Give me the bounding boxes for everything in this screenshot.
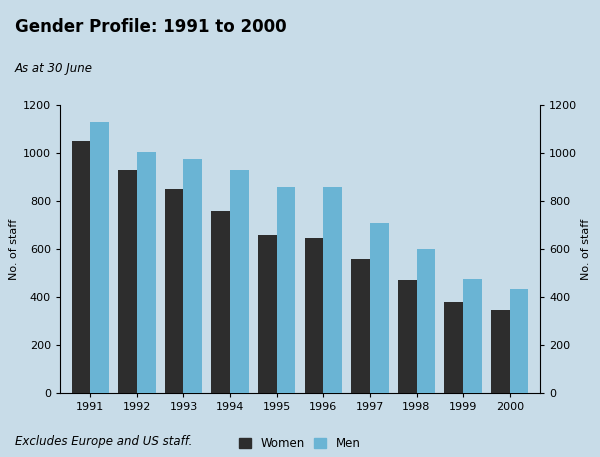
Bar [137, 152, 155, 393]
Bar [463, 279, 482, 393]
Bar [370, 223, 389, 393]
Bar [277, 187, 295, 393]
Bar [90, 122, 109, 393]
Bar [416, 249, 435, 393]
Bar [71, 141, 90, 393]
Text: Gender Profile: 1991 to 2000: Gender Profile: 1991 to 2000 [15, 18, 287, 36]
Bar [445, 302, 463, 393]
Bar [258, 235, 277, 393]
Bar [351, 259, 370, 393]
Y-axis label: No. of staff: No. of staff [581, 218, 592, 280]
Bar [211, 211, 230, 393]
Bar [491, 310, 510, 393]
Bar [165, 189, 184, 393]
Text: As at 30 June: As at 30 June [15, 62, 93, 75]
Text: Excludes Europe and US staff.: Excludes Europe and US staff. [15, 435, 193, 448]
Bar [510, 289, 529, 393]
Bar [323, 187, 342, 393]
Legend: Women, Men: Women, Men [239, 437, 361, 451]
Bar [184, 159, 202, 393]
Bar [118, 170, 137, 393]
Bar [398, 280, 416, 393]
Bar [230, 170, 249, 393]
Y-axis label: No. of staff: No. of staff [8, 218, 19, 280]
Bar [305, 238, 323, 393]
